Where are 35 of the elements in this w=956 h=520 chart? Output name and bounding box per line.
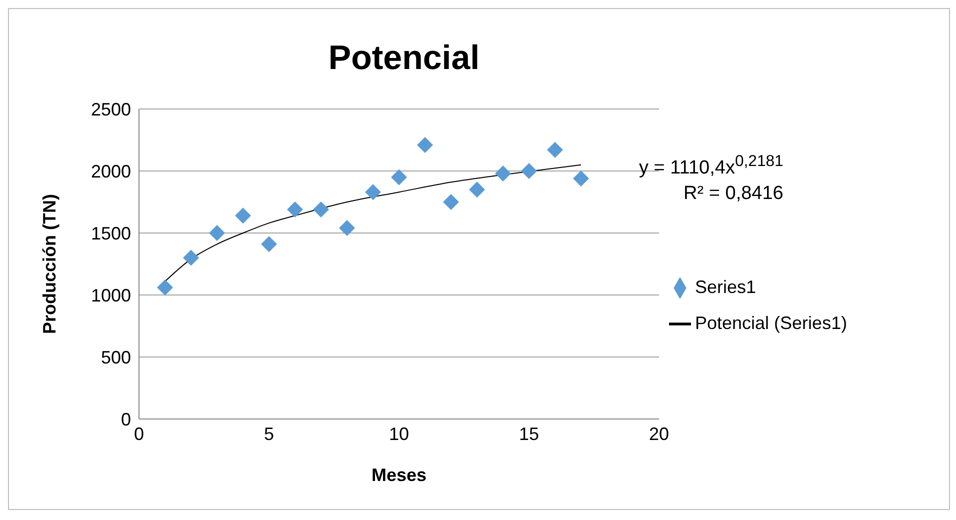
y-tick-label: 0: [120, 409, 131, 430]
point: [469, 182, 485, 198]
point: [235, 208, 251, 224]
point: [365, 184, 381, 200]
text: R² = 0,8416: [682, 182, 784, 206]
y-tick-label: 1500: [90, 223, 131, 244]
y-tick-label: 500: [100, 347, 131, 368]
point: [521, 163, 537, 179]
legend-label: Potencial (Series1): [695, 313, 848, 333]
x-tick-label: 20: [648, 424, 670, 444]
y-tick-label: 1000: [90, 285, 131, 306]
annotation: y = 1110,4x$^{0,2181}$: [639, 152, 784, 180]
x-axis-title: Meses: [371, 465, 427, 485]
point: [157, 280, 173, 296]
point: [391, 169, 407, 186]
point: [547, 142, 563, 158]
y-tick-label: 2500: [90, 99, 131, 120]
point: [183, 250, 199, 266]
x-tick-label: 15: [518, 424, 540, 444]
point: [261, 236, 277, 252]
point: [209, 225, 225, 241]
x-tick-label: 5: [264, 424, 274, 444]
legend-label: Series1: [695, 277, 756, 297]
point: [287, 201, 303, 218]
point: [339, 220, 355, 236]
chart-title: Potencial: [327, 39, 481, 78]
x-tick-label: 0: [134, 424, 144, 444]
point: [313, 201, 329, 218]
point: [443, 194, 459, 210]
x-tick-label: 10: [388, 424, 410, 444]
point: [573, 170, 589, 186]
point: [417, 136, 433, 153]
y-tick-label: 2000: [90, 161, 131, 182]
point: [495, 165, 511, 182]
y-axis-title: Producción (TN): [39, 194, 60, 334]
